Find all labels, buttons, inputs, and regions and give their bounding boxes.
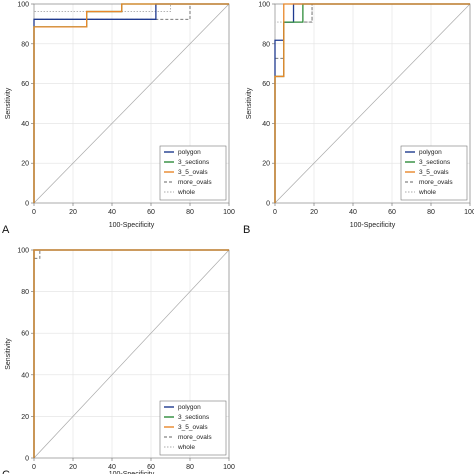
y-axis-label: Sensitivity — [246, 87, 253, 119]
legend-box — [400, 145, 468, 201]
y-tick-label: 20 — [21, 161, 29, 168]
x-tick-label: 20 — [69, 464, 77, 471]
legend-label: polygon — [178, 149, 201, 156]
legend-label: more_ovals — [178, 179, 212, 186]
x-tick-label: 60 — [147, 464, 155, 471]
y-tick-label: 20 — [21, 414, 29, 421]
series-line-3-5-ovals — [274, 3, 470, 203]
y-tick-label: 0 — [266, 201, 270, 208]
legend-label: 3_5_ovals — [178, 169, 208, 176]
x-tick-label: 0 — [32, 464, 36, 471]
panel-a: 0 20 40 60 80 100 0 20 40 60 80 100 100-Specificity S… — [2, 2, 235, 237]
x-tick-label: 20 — [69, 209, 77, 216]
y-tick-label: 100 — [17, 2, 29, 9]
x-tick-label: 0 — [32, 209, 36, 216]
legend-label: more_ovals — [419, 179, 453, 186]
panel-b: 0 20 40 60 80 100 0 20 40 60 80 100 100-Specificity S… — [243, 2, 474, 237]
y-tick-label: 0 — [25, 456, 29, 463]
x-tick-label: 100 — [464, 209, 474, 216]
legend-label: whole — [177, 444, 195, 451]
legend-label: 3_sections — [178, 414, 210, 421]
series-group — [274, 3, 470, 203]
reference-diagonal — [274, 3, 471, 204]
y-tick-label: 60 — [21, 331, 29, 338]
series-group — [33, 249, 229, 458]
legend-label: whole — [177, 189, 195, 196]
legend: polygon 3_sections 3_5_ovals more_ovalswhol… — [159, 400, 227, 456]
legend-label: 3_5_ovals — [178, 424, 208, 431]
x-tick-label: 60 — [147, 209, 155, 216]
legend-label: polygon — [178, 404, 201, 411]
x-tick-label: 40 — [108, 209, 116, 216]
y-tick-label: 100 — [17, 248, 29, 255]
legend-label: 3_sections — [419, 159, 451, 166]
x-tick-label: 40 — [108, 464, 116, 471]
panel-label: A — [2, 224, 10, 236]
y-tick-label: 40 — [262, 121, 270, 128]
x-tick-label: 0 — [273, 209, 277, 216]
x-axis-label: 100-Specificity — [109, 222, 155, 229]
reference-diagonal — [33, 3, 230, 204]
y-tick-label: 20 — [262, 161, 270, 168]
x-tick-label: 80 — [186, 464, 194, 471]
x-tick-label: 80 — [427, 209, 435, 216]
panel-label: C — [2, 469, 10, 474]
x-tick-label: 100 — [223, 209, 235, 216]
x-tick-label: 80 — [186, 209, 194, 216]
y-tick-label: 60 — [21, 81, 29, 88]
reference-diagonal — [33, 249, 230, 459]
legend-label: more_ovals — [178, 434, 212, 441]
panel-label: B — [243, 224, 250, 236]
y-tick-label: 40 — [21, 121, 29, 128]
series-line-3-5-ovals — [33, 3, 229, 203]
x-tick-label: 20 — [310, 209, 318, 216]
x-tick-label: 100 — [223, 464, 235, 471]
y-tick-label: 60 — [262, 81, 270, 88]
panel-c: 0 20 40 60 80 100 0 20 40 60 80 100 100-Specificity S… — [2, 248, 235, 474]
legend: polygon 3_sections 3_5_ovals more_ovalswhol… — [400, 145, 468, 201]
legend-box — [159, 145, 227, 201]
x-tick-label: 60 — [388, 209, 396, 216]
legend-label: polygon — [419, 149, 442, 156]
y-axis-label: Sensitivity — [5, 338, 12, 370]
legend-label: whole — [418, 189, 436, 196]
y-tick-label: 80 — [262, 41, 270, 48]
y-tick-label: 100 — [258, 2, 270, 9]
series-group — [33, 3, 229, 203]
y-tick-label: 0 — [25, 201, 29, 208]
y-axis-label: Sensitivity — [5, 87, 12, 119]
y-tick-label: 80 — [21, 289, 29, 296]
x-axis-label: 100-Specificity — [109, 471, 155, 474]
series-line-3-5-ovals — [33, 249, 229, 458]
legend-label: 3_5_ovals — [419, 169, 449, 176]
x-axis-label: 100-Specificity — [350, 222, 396, 229]
x-tick-label: 40 — [349, 209, 357, 216]
legend-label: 3_sections — [178, 159, 210, 166]
y-tick-label: 80 — [21, 41, 29, 48]
y-tick-label: 40 — [21, 372, 29, 379]
legend-box — [159, 400, 227, 456]
legend: polygon 3_sections 3_5_ovals more_ovalswhol… — [159, 145, 227, 201]
